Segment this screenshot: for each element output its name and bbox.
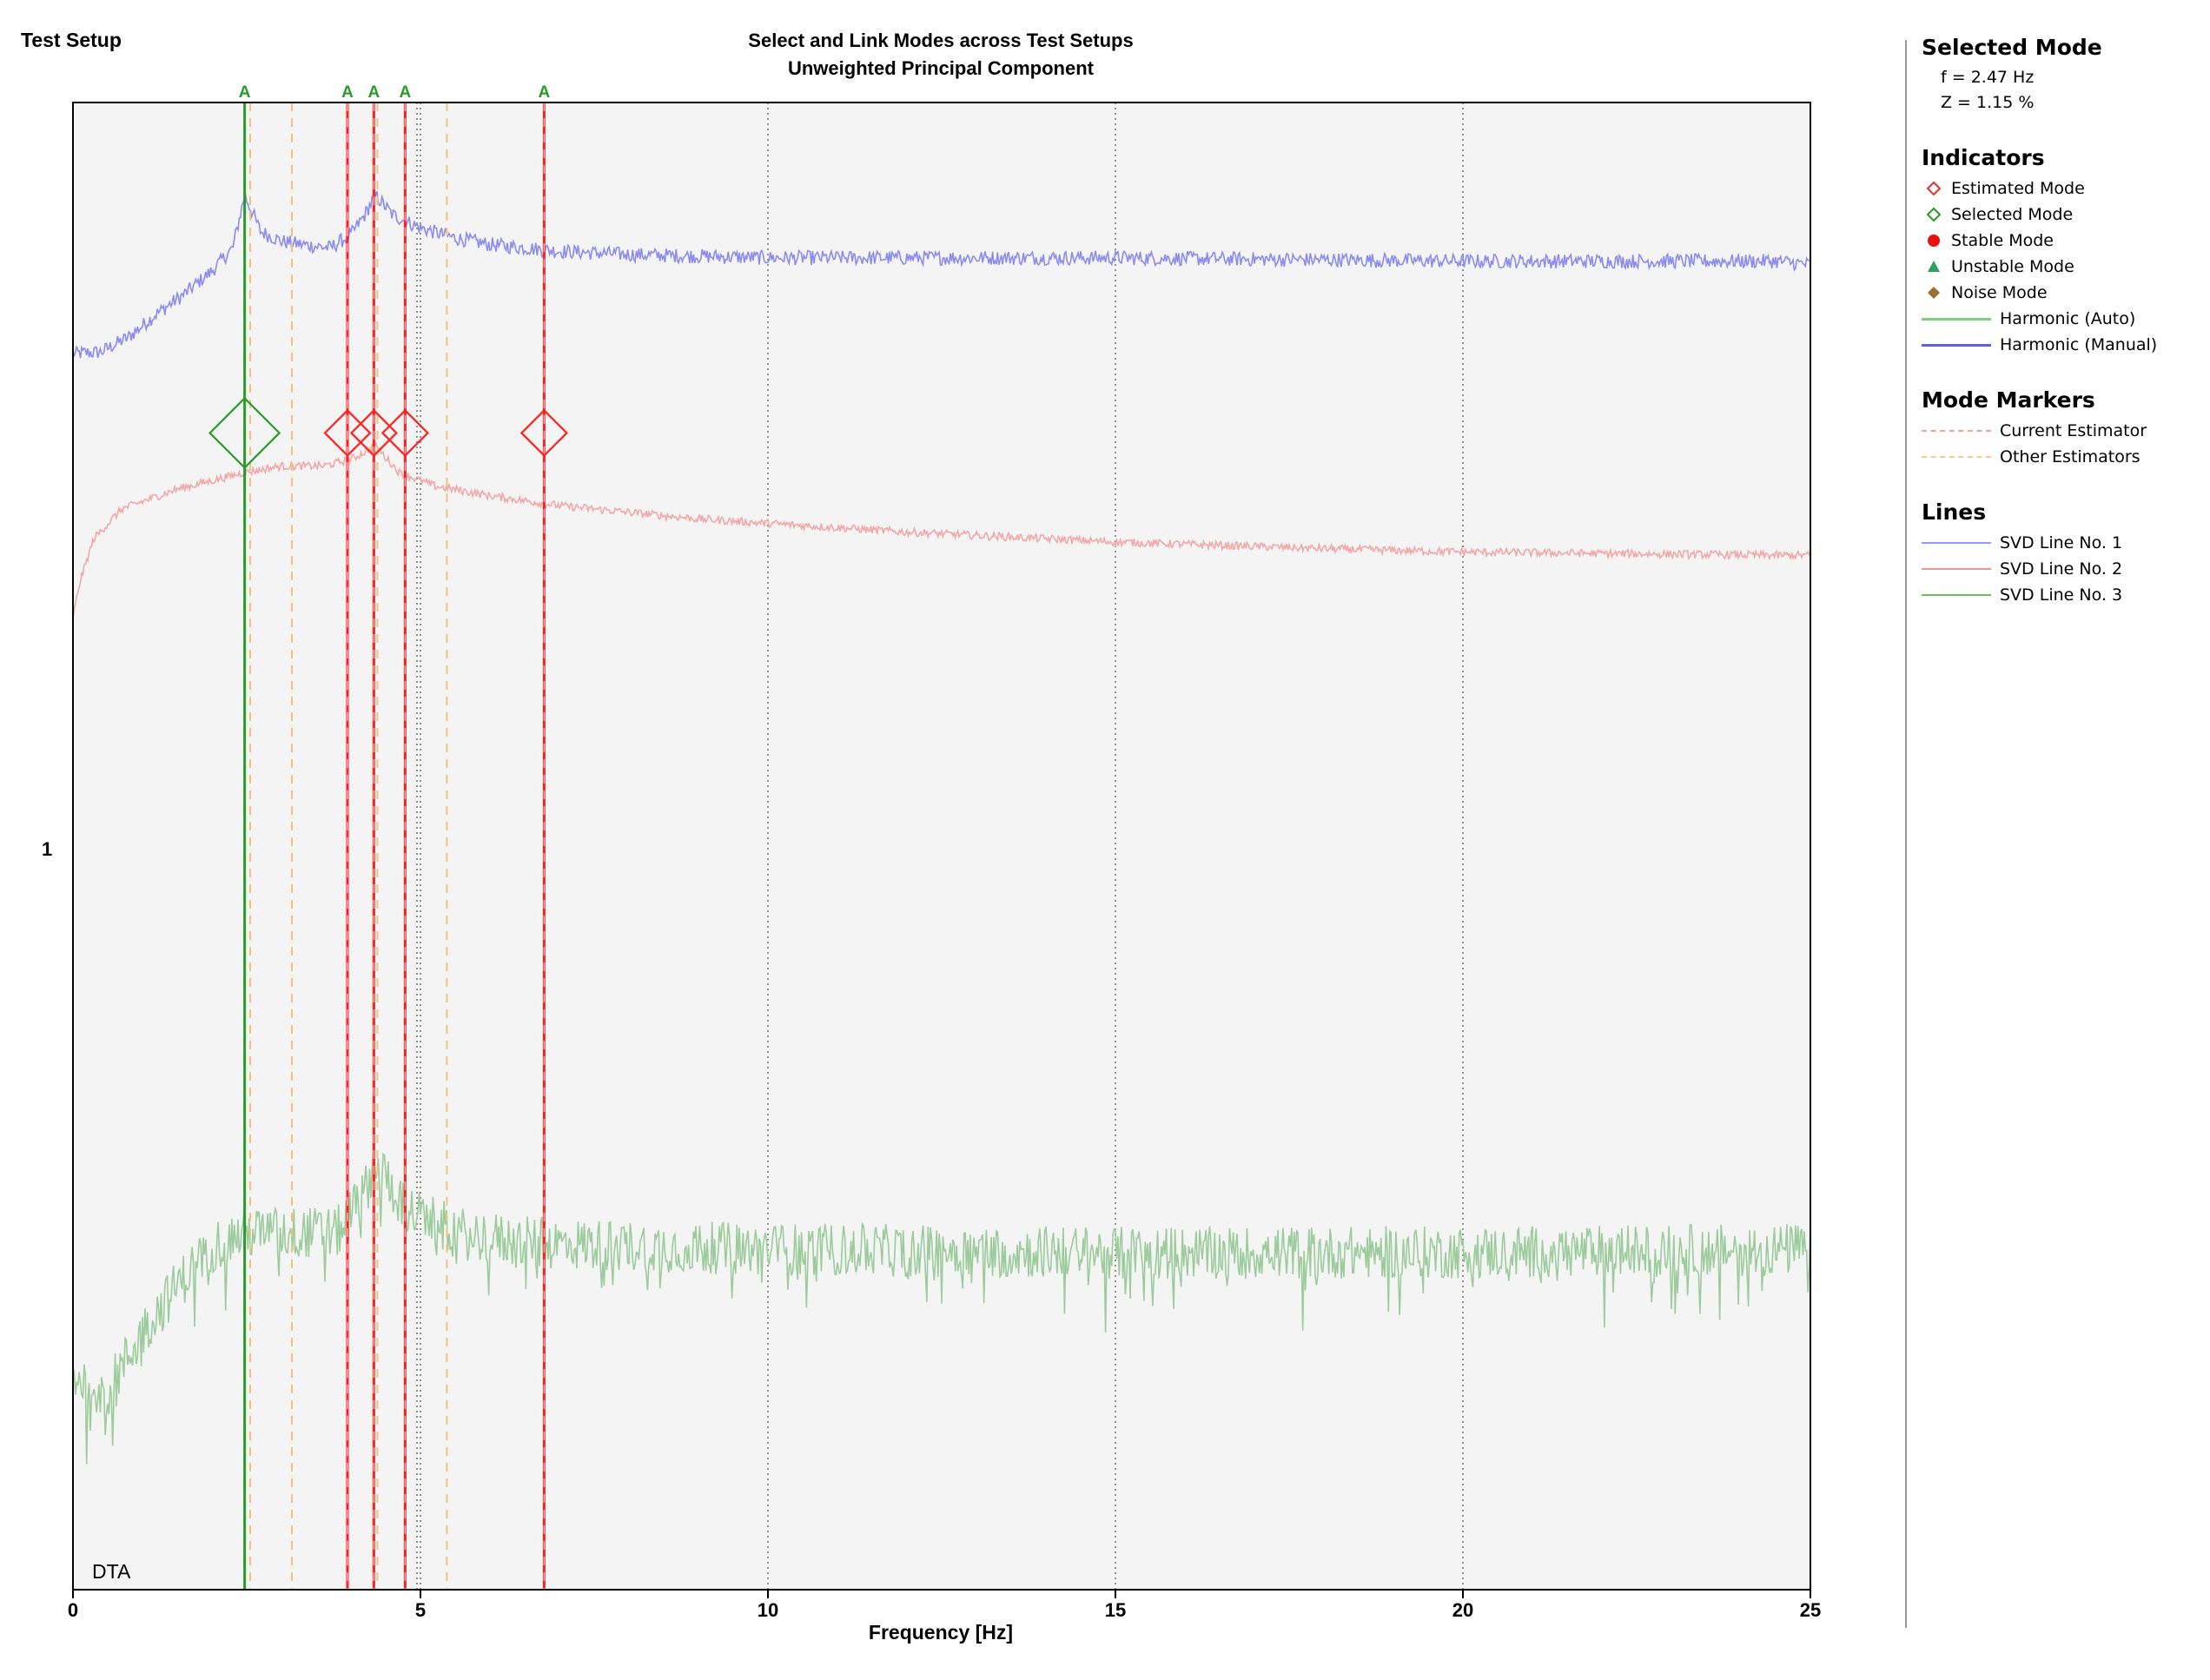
selected-mode-damping: Z = 1.15 %: [1941, 93, 2035, 112]
chart-title: Select and Link Modes across Test Setups: [748, 30, 1133, 51]
mode-markers-heading: Mode Markers: [1922, 387, 2095, 413]
red-diamond-outline-icon: [1922, 175, 1946, 202]
selected-mode-frequency: f = 2.47 Hz: [1941, 68, 2035, 87]
mode-tag: A: [400, 83, 412, 102]
selected-mode-diamond: [208, 396, 281, 469]
series-line-3: [72, 1151, 1811, 1465]
legend-item-estimated-mode[interactable]: Estimated Mode: [1922, 175, 2200, 202]
legend-label: Current Estimator: [2000, 421, 2147, 440]
series-line-1: [72, 189, 1810, 359]
other-estimators-dash-icon: [1922, 444, 1991, 470]
legend-item-stable-mode[interactable]: Stable Mode: [1922, 228, 2200, 254]
legend-label: Noise Mode: [1951, 283, 2048, 302]
y-tick-label: 1: [42, 838, 52, 860]
mode-tag: A: [341, 83, 354, 102]
legend-label: SVD Line No. 3: [2000, 585, 2123, 605]
legend-item-harmonic-auto[interactable]: Harmonic (Auto): [1922, 306, 2200, 332]
legend-divider: [1905, 40, 1907, 1628]
harmonic-auto-line-icon: [1922, 306, 1991, 332]
green-triangle-icon: [1922, 254, 1946, 280]
x-tick-label: 25: [1800, 1599, 1821, 1621]
mode-tag: A: [539, 83, 551, 102]
x-tick-label: 20: [1452, 1599, 1473, 1621]
estimated-mode-diamond: [380, 408, 429, 457]
selected-mode-group: Selected Mode f = 2.47 Hz Z = 1.15 %: [1922, 35, 2200, 116]
plot-frame: [72, 102, 1811, 1591]
selected-mode-heading: Selected Mode: [1922, 35, 2102, 60]
x-tick-label: 15: [1105, 1599, 1126, 1621]
mode-tag: A: [368, 83, 380, 102]
panel-label: Test Setup: [21, 29, 122, 51]
x-tick-label: 10: [758, 1599, 778, 1621]
indicators-heading: Indicators: [1922, 145, 2045, 170]
legend-label: Harmonic (Auto): [2000, 309, 2136, 328]
brown-diamond-icon: [1922, 280, 1946, 306]
legend-label: Stable Mode: [1951, 231, 2054, 250]
mode-markers: A A A AA: [208, 83, 568, 1590]
legend-item-noise-mode[interactable]: Noise Mode: [1922, 280, 2200, 306]
current-estimator-dash-icon: [1922, 418, 1991, 444]
legend-label: Selected Mode: [1951, 205, 2074, 224]
lines-group: Lines SVD Line No. 1 SVD Line No. 2 SVD …: [1922, 499, 2200, 608]
corner-label: DTA: [92, 1560, 131, 1583]
svd-line-1-icon: [1922, 530, 1991, 556]
red-circle-icon: [1922, 228, 1946, 254]
legend-panel: Selected Mode f = 2.47 Hz Z = 1.15 % Ind…: [1922, 35, 2200, 638]
mode-tag: A: [239, 83, 251, 102]
legend-label: SVD Line No. 2: [2000, 559, 2123, 579]
legend-item-current-estimator[interactable]: Current Estimator: [1922, 418, 2200, 444]
legend-item-unstable-mode[interactable]: Unstable Mode: [1922, 254, 2200, 280]
mode-markers-group: Mode Markers Current Estimator Other Est…: [1922, 387, 2200, 470]
legend-label: Unstable Mode: [1951, 257, 2074, 276]
legend-item-harmonic-manual[interactable]: Harmonic (Manual): [1922, 332, 2200, 358]
legend-label: Other Estimators: [2000, 447, 2141, 466]
green-diamond-outline-icon: [1922, 202, 1946, 228]
legend-label: Harmonic (Manual): [2000, 335, 2158, 354]
harmonic-manual-line-icon: [1922, 332, 1991, 358]
svd-line-2-icon: [1922, 556, 1991, 582]
x-axis-ticks: 0 5 10 15 20 25: [68, 1590, 1821, 1621]
legend-item-other-estimators[interactable]: Other Estimators: [1922, 444, 2200, 470]
legend-item-selected-mode[interactable]: Selected Mode: [1922, 202, 2200, 228]
svd-line-3-icon: [1922, 582, 1991, 608]
indicators-group: Indicators Estimated Mode Selected Mode …: [1922, 145, 2200, 358]
x-tick-label: 5: [415, 1599, 426, 1621]
estimated-mode-diamond: [323, 408, 372, 457]
legend-label: SVD Line No. 1: [2000, 533, 2123, 552]
plot-background: [73, 103, 1810, 1590]
x-axis-label: Frequency [Hz]: [869, 1621, 1013, 1644]
chart-subtitle: Unweighted Principal Component: [788, 57, 1095, 79]
lines-heading: Lines: [1922, 499, 1987, 525]
series-line-2: [72, 440, 1811, 620]
legend-item-svd-line-2[interactable]: SVD Line No. 2: [1922, 556, 2200, 582]
legend-label: Estimated Mode: [1951, 179, 2085, 198]
x-tick-label: 0: [68, 1599, 78, 1621]
estimated-mode-diamond: [519, 408, 568, 457]
series-lines: [72, 189, 1811, 1465]
legend-item-svd-line-1[interactable]: SVD Line No. 1: [1922, 530, 2200, 556]
legend-item-svd-line-3[interactable]: SVD Line No. 3: [1922, 582, 2200, 608]
chart-area: Test Setup Select and Link Modes across …: [21, 29, 1821, 1644]
